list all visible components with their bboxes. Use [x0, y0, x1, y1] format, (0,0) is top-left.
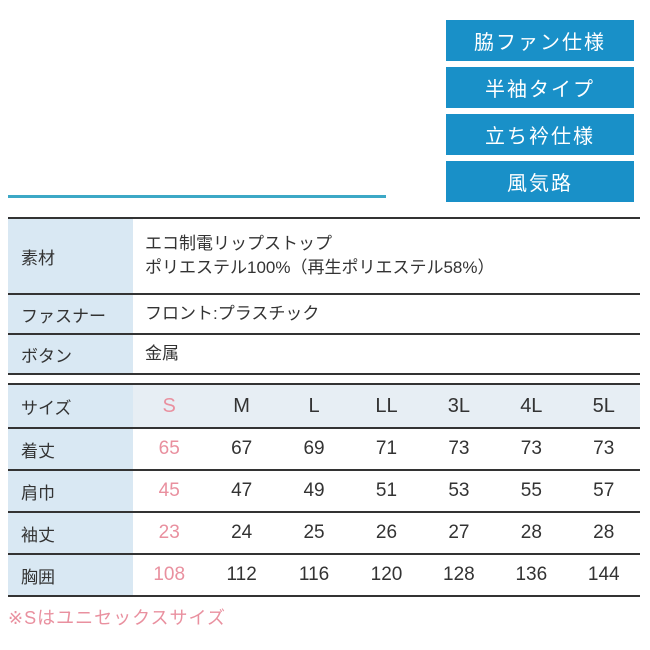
- spec-label-button: ボタン: [8, 335, 133, 373]
- spec-value-material: エコ制電リップストップ ポリエステル100%（再生ポリエステル58%）: [133, 219, 640, 293]
- size-row-label: 肩巾: [8, 471, 133, 511]
- size-value: 108: [153, 564, 186, 585]
- size-row-sleeve-length: 袖丈 23 24 25 26 27 28 28: [8, 513, 640, 555]
- size-value: 65: [158, 438, 180, 459]
- size-row-label: 袖丈: [8, 513, 133, 553]
- size-value: 57: [593, 480, 615, 501]
- size-value: 67: [231, 438, 253, 459]
- feature-badge-label: 半袖タイプ: [485, 79, 595, 101]
- size-value: 49: [303, 480, 325, 501]
- size-col-header-5l: 5L: [592, 394, 615, 417]
- size-row-shoulder-width: 肩巾 45 47 49 51 53 55 57: [8, 471, 640, 513]
- size-value: 47: [231, 480, 253, 501]
- size-value: 27: [448, 522, 470, 543]
- spec-row-fastener: ファスナー フロント:プラスチック: [8, 295, 640, 335]
- spec-value-line: フロント:プラスチック: [145, 304, 320, 323]
- size-value: 116: [298, 564, 330, 585]
- size-value: 51: [375, 480, 398, 501]
- size-note: ※Sはユニセックスサイズ: [8, 608, 227, 628]
- feature-badge-air-duct: 風気路: [446, 161, 634, 202]
- spec-row-button: ボタン 金属: [8, 335, 640, 375]
- size-col-header-l: L: [308, 394, 320, 417]
- feature-badge-short-sleeve: 半袖タイプ: [446, 67, 634, 108]
- size-table: サイズ S M L LL 3L 4L 5L 着丈 65 67 69 71 73 …: [8, 383, 640, 597]
- size-value: 25: [303, 522, 325, 543]
- spec-label-material: 素材: [8, 219, 133, 293]
- spec-value-line: ポリエステル100%（再生ポリエステル58%）: [145, 258, 495, 277]
- size-value: 73: [448, 438, 470, 459]
- feature-badge-label: 立ち衿仕様: [485, 126, 595, 148]
- spec-value-fastener: フロント:プラスチック: [133, 295, 640, 333]
- size-value: 45: [158, 480, 180, 501]
- size-value: 55: [520, 480, 542, 501]
- size-value: 28: [520, 522, 542, 543]
- size-col-header-ll: LL: [375, 394, 398, 417]
- size-table-header-label: サイズ: [8, 385, 133, 427]
- size-value: 53: [448, 480, 470, 501]
- size-col-header-m: M: [233, 394, 250, 417]
- size-value: 120: [370, 564, 403, 585]
- spec-value-line: 金属: [145, 344, 179, 363]
- divider-line: [8, 195, 386, 198]
- spec-table: 素材 エコ制電リップストップ ポリエステル100%（再生ポリエステル58%） フ…: [8, 217, 640, 375]
- spec-value-line: エコ制電リップストップ: [145, 234, 332, 253]
- size-col-header-4l: 4L: [520, 394, 543, 417]
- size-col-header-3l: 3L: [447, 394, 471, 417]
- feature-badge-label: 風気路: [507, 173, 573, 195]
- size-col-header-s: S: [162, 394, 176, 417]
- size-row-label: 胸囲: [8, 555, 133, 595]
- size-value: 112: [226, 564, 257, 585]
- size-value: 26: [375, 522, 398, 543]
- size-table-header-row: サイズ S M L LL 3L 4L 5L: [8, 385, 640, 429]
- size-value: 24: [231, 522, 253, 543]
- size-row-body-length: 着丈 65 67 69 71 73 73 73: [8, 429, 640, 471]
- feature-badge-label: 脇ファン仕様: [474, 32, 606, 54]
- spec-value-button: 金属: [133, 335, 640, 373]
- size-value: 23: [158, 522, 180, 543]
- spec-label-fastener: ファスナー: [8, 295, 133, 333]
- size-value: 136: [515, 564, 548, 585]
- feature-badge-side-fan: 脇ファン仕様: [446, 20, 634, 61]
- feature-badge-stand-collar: 立ち衿仕様: [446, 114, 634, 155]
- size-value: 71: [375, 438, 398, 459]
- size-value: 28: [593, 522, 615, 543]
- size-value: 128: [443, 564, 475, 585]
- size-value: 73: [593, 438, 615, 459]
- spec-row-material: 素材 エコ制電リップストップ ポリエステル100%（再生ポリエステル58%）: [8, 219, 640, 295]
- size-row-label: 着丈: [8, 429, 133, 469]
- feature-badges: 脇ファン仕様 半袖タイプ 立ち衿仕様 風気路: [446, 20, 634, 202]
- size-row-chest: 胸囲 108 112 116 120 128 136 144: [8, 555, 640, 597]
- size-value: 73: [520, 438, 542, 459]
- size-value: 69: [303, 438, 325, 459]
- size-value: 144: [587, 564, 620, 585]
